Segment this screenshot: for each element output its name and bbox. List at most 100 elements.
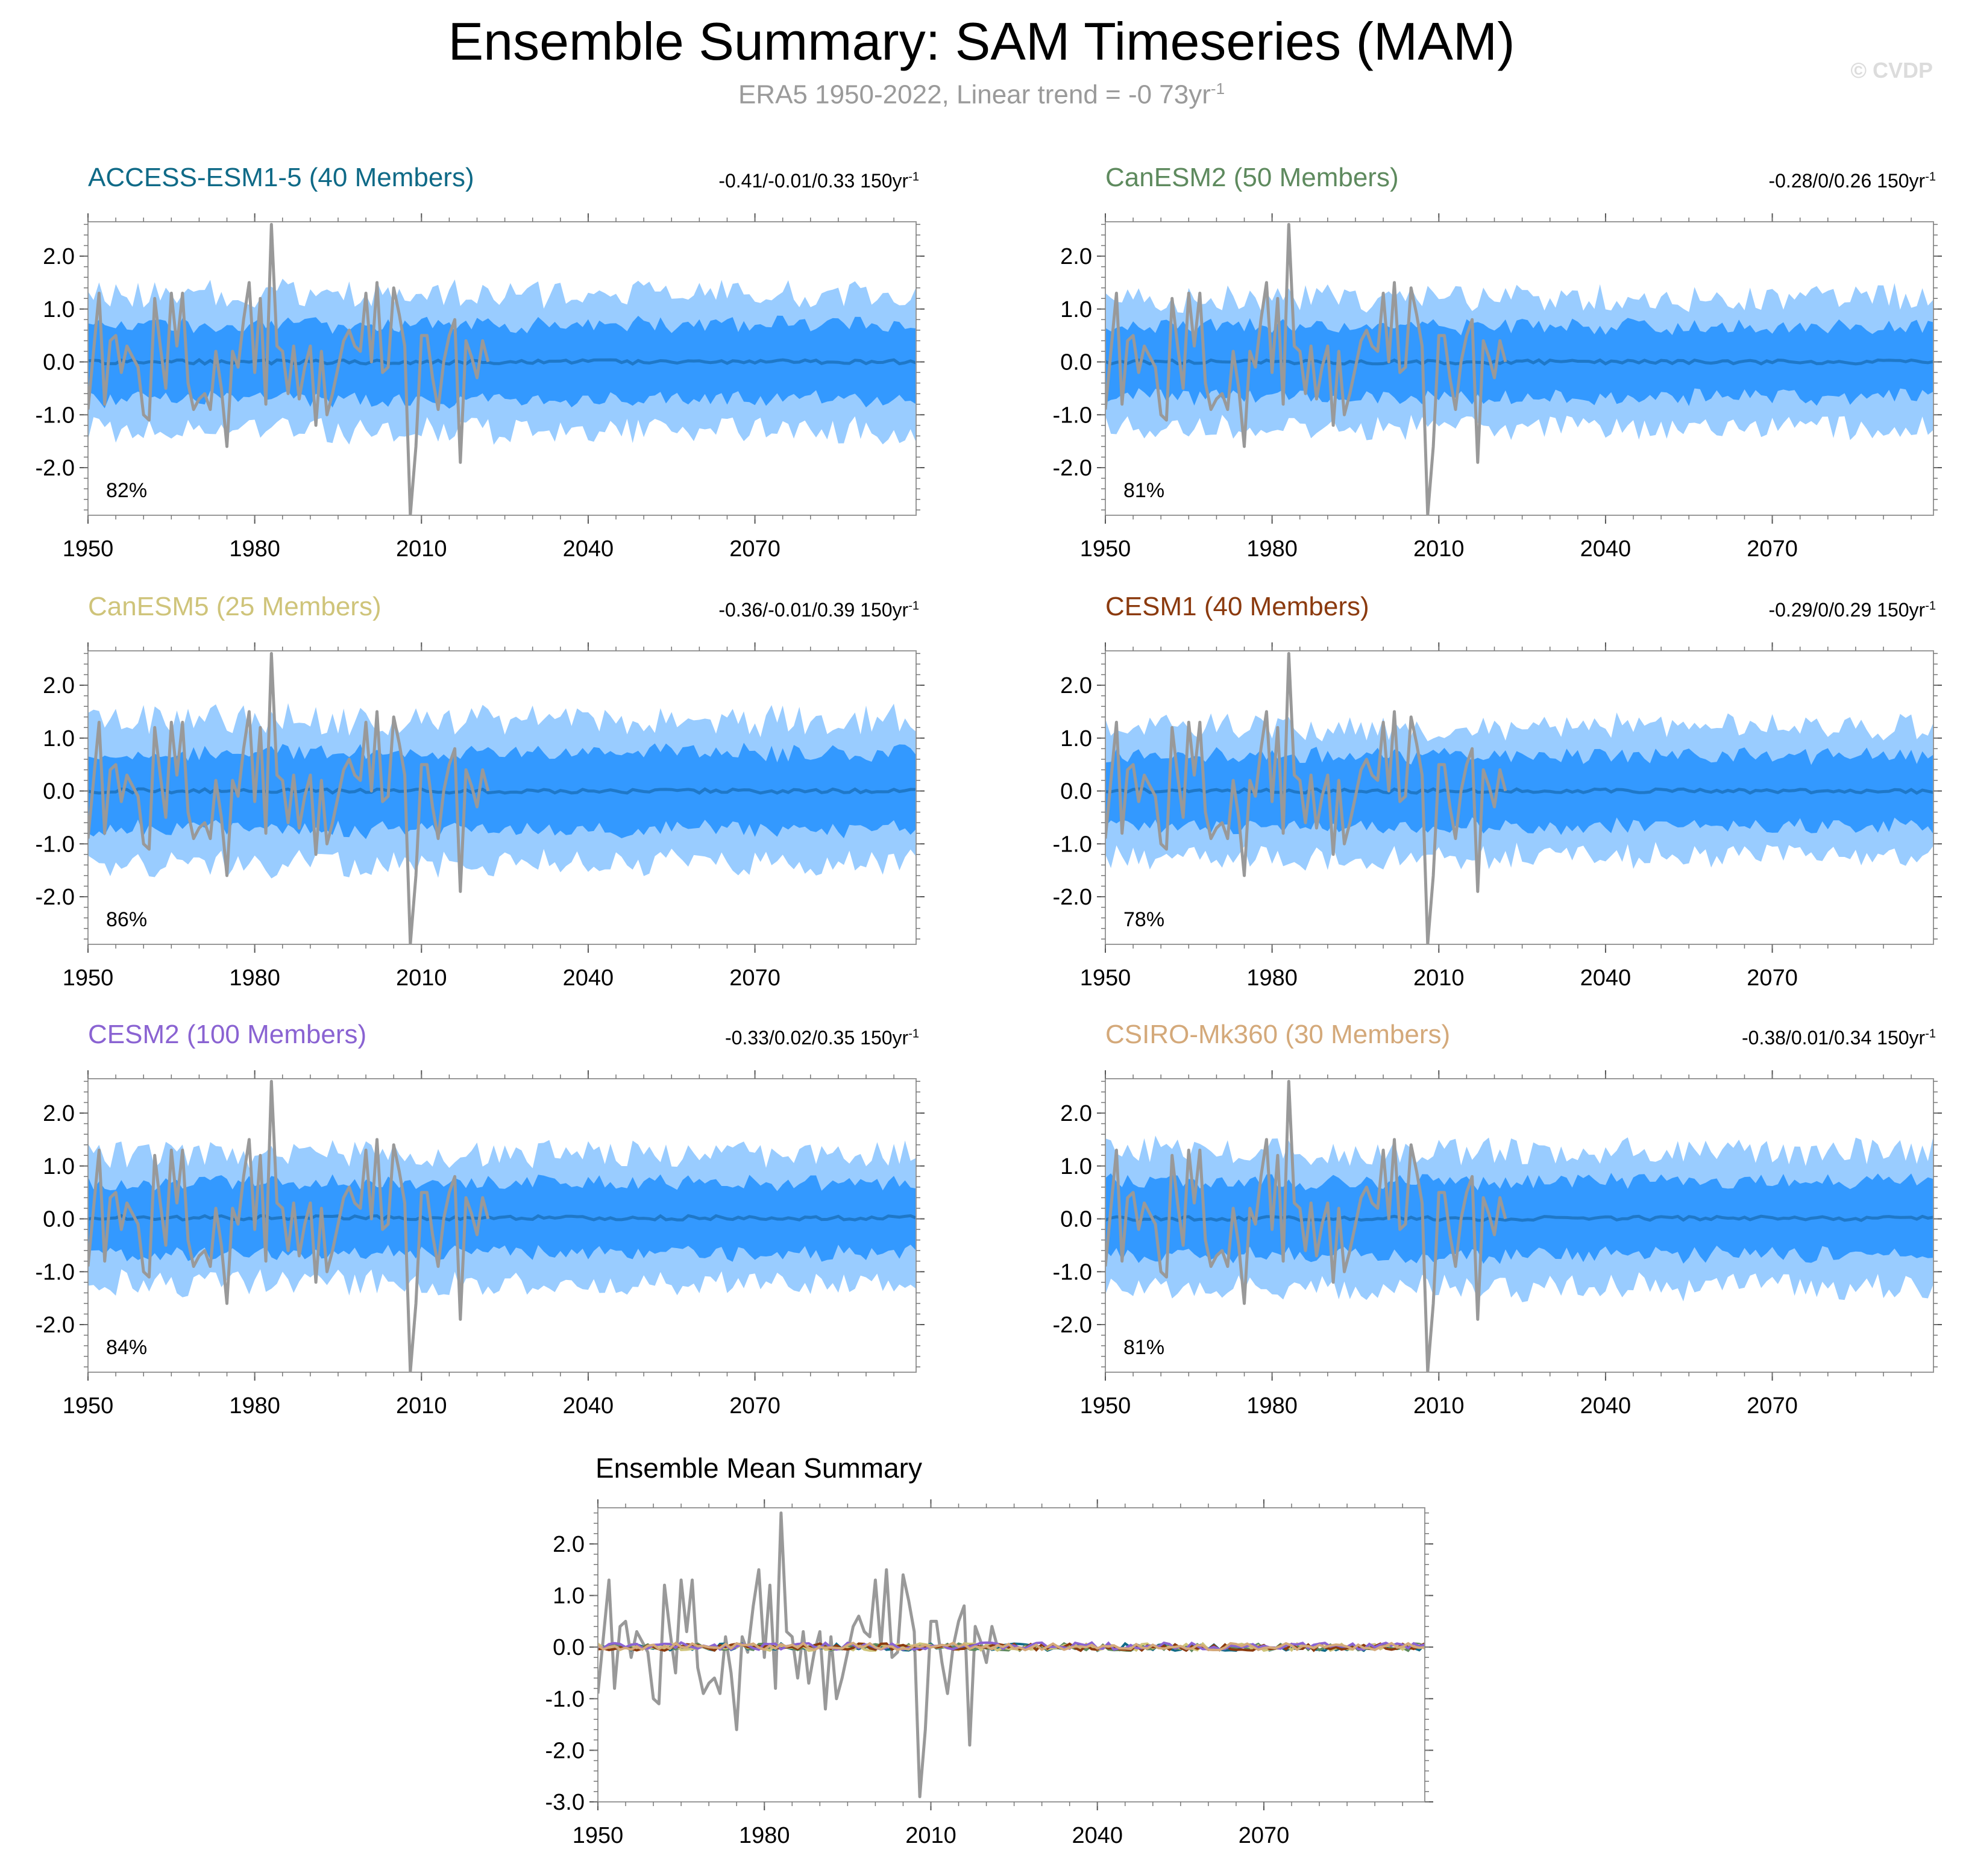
- percent-label: 82%: [106, 479, 147, 502]
- panel1-xtick-label: 2040: [563, 536, 614, 562]
- panel3-frame: [87, 650, 917, 945]
- percent-label: 78%: [1123, 908, 1164, 931]
- summary-frame: [597, 1507, 1425, 1802]
- summary-ytick-label: 2.0: [553, 1532, 585, 1557]
- panel1-xtick-label: 1980: [229, 536, 280, 562]
- summary-ytick-label: -1.0: [545, 1687, 585, 1712]
- panel5-ytick-label: -1.0: [36, 1260, 75, 1285]
- panel5-xtick-label: 2010: [396, 1393, 447, 1419]
- panel-trend-stats-sup: -1: [908, 1027, 919, 1041]
- panel2-ytick-label: 0.0: [1060, 350, 1092, 375]
- panel-plot-area: [1105, 651, 1933, 944]
- panel3-xtick-label: 2010: [396, 965, 447, 991]
- summary-xtick-label: 2040: [1072, 1823, 1123, 1848]
- panel4-xtick-label: 2010: [1413, 965, 1465, 991]
- percent-label: 81%: [1123, 479, 1164, 502]
- panel4-ytick-label: 0.0: [1060, 779, 1092, 805]
- subtitle-text: ERA5 1950-2022, Linear trend = -0 73yr: [738, 80, 1211, 110]
- panel-5: 1950 1980 2010 2040 2070 2.0 1.0 0.0 -1.0 -2.0 84%: [36, 1070, 925, 1419]
- panel6-ytick-label: -2.0: [1053, 1313, 1092, 1338]
- panel-trend-stats-text: -0.36/-0.01/0.39 150yr: [718, 599, 909, 621]
- panel-trend-stats: -0.41/-0.01/0.33 150yr-1: [718, 170, 919, 192]
- panel1-xtick-label: 2070: [729, 536, 780, 562]
- panel6-ytick-label: 1.0: [1060, 1154, 1092, 1179]
- summary-ytick-label: -3.0: [545, 1790, 585, 1815]
- panel4-ytick-label: 2.0: [1060, 673, 1092, 698]
- panel-trend-stats-text: -0.28/0/0.26 150yr: [1768, 170, 1926, 192]
- panel-6: 1950 1980 2010 2040 2070 2.0 1.0 0.0 -1.0 -2.0 81%: [1053, 1070, 1942, 1419]
- panel5-ytick-label: -2.0: [36, 1313, 75, 1338]
- panel-1: 1950 1980 2010 2040 2070 2.0 1.0 0.0 -1.0 -2.0 82%: [36, 213, 925, 562]
- observation-line: [1105, 651, 1507, 944]
- panel6-ytick-label: -1.0: [1053, 1260, 1092, 1285]
- summary-observation-line: [598, 1511, 999, 1798]
- panel5-ytick-label: 1.0: [43, 1154, 75, 1179]
- panel2-xtick-label: 1950: [1080, 536, 1131, 562]
- panel-trend-stats-sup: -1: [1925, 1027, 1936, 1041]
- percent-label: 86%: [106, 908, 147, 931]
- panel-plot-area: [1105, 1079, 1933, 1372]
- panel-plot-area: [1105, 222, 1933, 515]
- panel-trend-stats-sup: -1: [908, 599, 919, 613]
- panel-trend-stats-sup: -1: [1925, 599, 1936, 613]
- panel4-xtick-label: 1950: [1080, 965, 1131, 991]
- summary-xtick-label: 2010: [905, 1823, 956, 1848]
- panel-title: CanESM5 (25 Members): [88, 592, 382, 621]
- panel1-ytick-label: 1.0: [43, 297, 75, 322]
- panel2-ytick-label: 1.0: [1060, 297, 1092, 322]
- observation-line: [88, 222, 490, 515]
- panel-title: CESM1 (40 Members): [1105, 592, 1369, 621]
- panel1-ytick-label: -1.0: [36, 403, 75, 428]
- ensemble-mean-line: [1105, 1214, 1933, 1222]
- panel1-ytick-label: 0.0: [43, 350, 75, 375]
- panel4-xtick-label: 2040: [1580, 965, 1632, 991]
- main-title: Ensemble Summary: SAM Timeseries (MAM): [448, 11, 1515, 71]
- ensemble-mean-line: [88, 1214, 916, 1222]
- panel6-xtick-label: 2040: [1580, 1393, 1632, 1419]
- panel-trend-stats: -0.28/0/0.26 150yr-1: [1768, 170, 1936, 192]
- panel1-frame: [87, 221, 917, 516]
- panel6-xtick-label: 2070: [1747, 1393, 1798, 1419]
- panel6-ytick-label: 0.0: [1060, 1207, 1092, 1232]
- panel-2: 1950 1980 2010 2040 2070 2.0 1.0 0.0 -1.0 -2.0 81%: [1053, 213, 1942, 562]
- panel3-xtick-label: 1980: [229, 965, 280, 991]
- summary-xtick-label: 1980: [739, 1823, 790, 1848]
- panel2-ytick-label: 2.0: [1060, 244, 1092, 269]
- summary-plot-area: [598, 1511, 1425, 1798]
- panel4-xtick-label: 1980: [1246, 965, 1298, 991]
- panel6-xtick-label: 1950: [1080, 1393, 1131, 1419]
- panel3-ytick-label: 2.0: [43, 673, 75, 698]
- panel5-xtick-label: 2070: [729, 1393, 780, 1419]
- panel4-ytick-label: -2.0: [1053, 885, 1092, 910]
- percent-label: 84%: [106, 1336, 147, 1359]
- panel3-xtick-label: 2070: [729, 965, 780, 991]
- panel-trend-stats-text: -0.41/-0.01/0.33 150yr: [718, 170, 909, 192]
- summary-mean-line: [598, 1641, 1425, 1652]
- panel5-ytick-label: 0.0: [43, 1207, 75, 1232]
- observation-line: [1105, 222, 1507, 515]
- panel2-xtick-label: 2040: [1580, 536, 1632, 562]
- panel-title: CSIRO-Mk360 (30 Members): [1105, 1020, 1451, 1049]
- panel-plot-area: [88, 1079, 916, 1372]
- panel2-ytick-label: -2.0: [1053, 456, 1092, 481]
- subtitle-superscript: -1: [1210, 80, 1225, 98]
- panel4-ytick-label: -1.0: [1053, 832, 1092, 857]
- panel2-frame: [1105, 221, 1934, 516]
- panel3-ytick-label: 1.0: [43, 726, 75, 751]
- summary-ytick-label: 0.0: [553, 1635, 585, 1660]
- summary-ytick-label: 1.0: [553, 1584, 585, 1609]
- panel5-xtick-label: 2040: [563, 1393, 614, 1419]
- panel5-ytick-label: 2.0: [43, 1101, 75, 1126]
- summary-xtick-label: 1950: [573, 1823, 624, 1848]
- panel6-ytick-label: 2.0: [1060, 1101, 1092, 1126]
- observation-line: [88, 651, 490, 944]
- panel2-ytick-label: -1.0: [1053, 403, 1092, 428]
- panel-3: 1950 1980 2010 2040 2070 2.0 1.0 0.0 -1.0 -2.0 86%: [36, 642, 925, 991]
- panel4-ytick-label: 1.0: [1060, 726, 1092, 751]
- panel-trend-stats-text: -0.38/0.01/0.34 150yr: [1741, 1027, 1926, 1049]
- panel5-xtick-label: 1950: [63, 1393, 114, 1419]
- panel-title: CanESM2 (50 Members): [1105, 163, 1399, 192]
- panel-trend-stats: -0.33/0.02/0.35 150yr-1: [725, 1027, 919, 1049]
- panel-trend-stats: -0.36/-0.01/0.39 150yr-1: [718, 599, 919, 621]
